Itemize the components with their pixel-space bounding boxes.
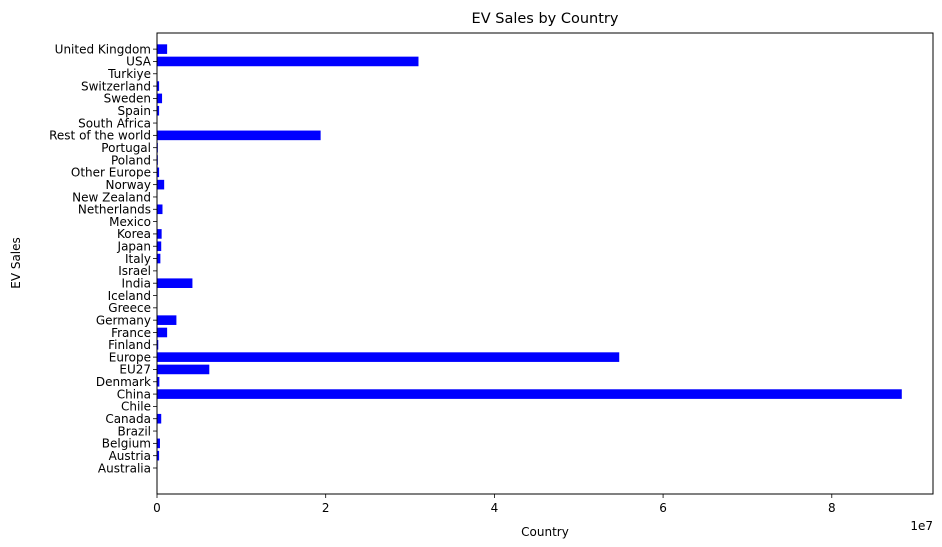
y-tick-label: New Zealand [72,190,151,204]
bar-austria [157,450,160,461]
y-tick-label: Greece [108,301,151,315]
y-tick-label: Turkiye [107,67,151,81]
x-tick-label: 0 [153,501,161,515]
bar-switzerland [157,81,160,91]
x-tick-label: 2 [322,501,330,515]
y-tick-label: United Kingdom [55,42,151,56]
bar-belgium [157,438,160,449]
y-tick-label: Other Europe [71,166,151,180]
bar-usa [157,56,419,67]
y-tick-label: Iceland [108,289,151,303]
y-tick-label: Switzerland [81,79,151,93]
y-tick-label: China [117,387,151,401]
bar-korea [157,229,162,239]
y-tick-label: Portugal [101,141,151,155]
y-tick-label: USA [126,55,152,69]
y-tick-label: Europe [109,350,151,364]
x-tick-label: 8 [828,501,836,515]
bar-italy [157,253,161,264]
y-tick-label: EU27 [119,363,151,377]
bar-eu27 [157,364,210,375]
y-tick-label: Japan [117,240,151,254]
y-tick-label: Poland [111,153,151,167]
y-tick-label: Belgium [102,437,151,451]
y-tick-label: India [122,277,151,291]
bar-united-kingdom [157,44,168,54]
bars-group [157,44,902,473]
y-tick-label: Canada [105,412,151,426]
bar-germany [157,315,177,325]
y-tick-label: Mexico [109,215,151,229]
x-axis-scale-label: 1e7 [910,519,933,533]
bar-netherlands [157,204,163,215]
x-tick-label: 6 [659,501,667,515]
bar-canada [157,413,162,424]
y-tick-label: Brazil [118,424,152,438]
x-tick-label: 4 [491,501,499,515]
x-ticks: 0 2 4 6 8 [153,494,836,515]
y-tick-labels: AustraliaAustriaBelgiumBrazilCanadaChile… [49,42,157,475]
plot-frame [156,32,934,495]
bar-rest-of-the-world [157,130,321,141]
bar-europe [157,352,620,362]
y-tick-label: Israel [118,264,151,278]
bar-denmark [157,376,160,387]
y-tick-label: Spain [117,104,151,118]
bar-finland [157,340,159,350]
bar-other-europe [157,167,160,178]
y-tick-label: Finland [108,338,151,352]
x-axis-label: Country [521,525,569,539]
y-tick-label: Germany [96,313,151,327]
bar-france [157,327,168,338]
y-tick-label: Denmark [96,375,151,389]
chart-title: EV Sales by Country [472,11,619,27]
y-tick-label: Chile [121,400,151,414]
y-tick-label: South Africa [78,116,151,130]
y-tick-label: France [111,326,151,340]
y-tick-label: Sweden [104,92,151,106]
bar-sweden [157,93,163,104]
y-tick-label: Norway [105,178,151,192]
bar-spain [157,105,160,116]
bar-japan [157,241,162,252]
bar-china [157,389,902,399]
bar-norway [157,179,165,190]
y-tick-label: Korea [117,227,151,241]
bar-india [157,278,193,288]
y-tick-label: Austria [109,449,151,463]
y-tick-label: Italy [125,252,151,266]
y-axis-label: EV Sales [9,237,23,289]
y-tick-label: Australia [98,461,151,475]
y-tick-label: Rest of the world [49,129,151,143]
y-tick-label: Netherlands [78,203,151,217]
